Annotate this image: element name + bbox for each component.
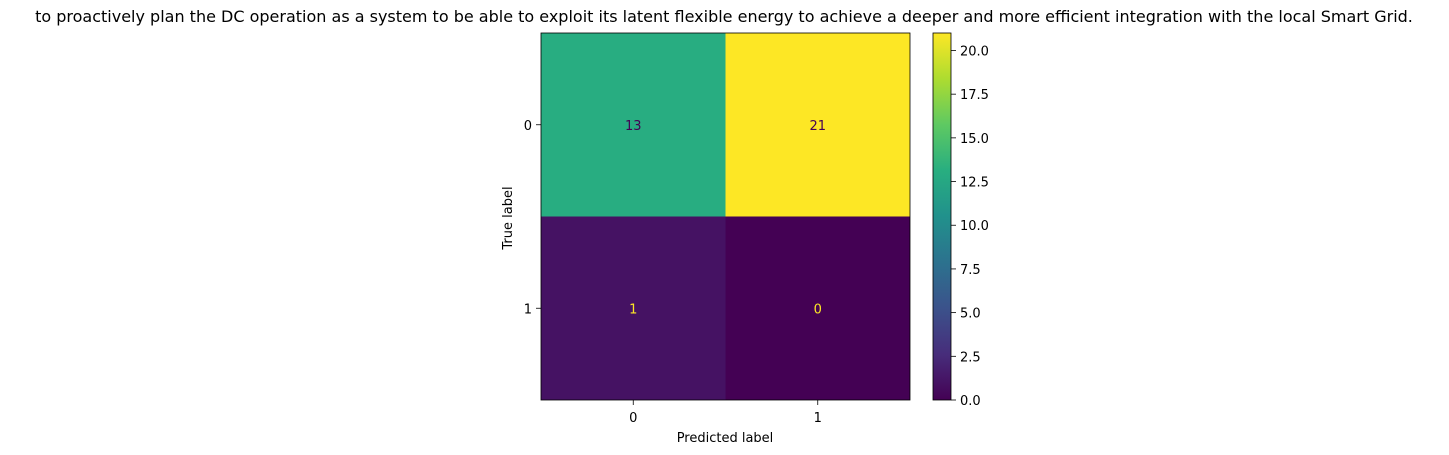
y-axis-label: True label [501, 186, 516, 250]
colorbar-tick-label: 17.5 [960, 88, 989, 103]
y-axis-ticks: 01 [524, 119, 541, 317]
cell-value-label: 13 [625, 119, 642, 134]
matrix-cell [541, 33, 726, 217]
colorbar-tick-label: 5.0 [960, 307, 981, 322]
x-tick-label: 1 [814, 411, 822, 426]
cell-value-label: 1 [629, 302, 637, 317]
plot-frame [540, 32, 911, 401]
colorbar-tick-label: 12.5 [960, 176, 989, 191]
cell-value-label: 0 [814, 302, 822, 317]
cell-value-label: 21 [809, 119, 826, 134]
colorbar-tick-label: 10.0 [960, 219, 989, 234]
y-tick-label: 1 [524, 302, 532, 317]
colorbar-tick-label: 15.0 [960, 132, 989, 147]
x-tick-label: 0 [629, 411, 637, 426]
colorbar-tick-label: 7.5 [960, 263, 981, 278]
colorbar-tick-label: 2.5 [960, 350, 981, 365]
matrix-cell [541, 216, 726, 400]
colorbar-tick-label: 0.0 [960, 394, 981, 409]
y-tick-label: 0 [524, 119, 532, 134]
chart-title: to proactively plan the DC operation as … [35, 7, 1413, 26]
x-axis-label: Predicted label [677, 431, 774, 446]
colorbar [932, 32, 952, 401]
matrix-cell [725, 216, 910, 400]
matrix-cell [725, 33, 910, 217]
colorbar-ticks: 0.0 2.5 5.0 7.5 10.0 12.5 15.0 17.5 20.0 [951, 44, 989, 409]
matrix-grid: 13 21 1 0 [540, 32, 911, 401]
colorbar-tick-label: 20.0 [960, 44, 989, 59]
